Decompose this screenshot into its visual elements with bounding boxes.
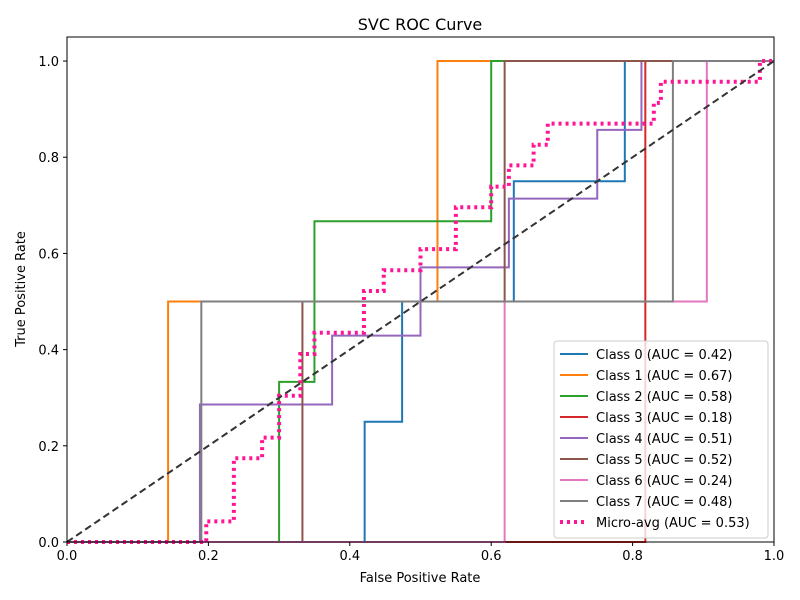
legend-label: Class 5 (AUC = 0.52)	[596, 453, 732, 468]
axes-frame	[66, 36, 775, 543]
legend-box	[553, 340, 769, 539]
chart-title: SVC ROC Curve	[358, 15, 483, 34]
x-tick-label: 0.8	[622, 549, 643, 564]
x-axis-ticks: 0.0 0.2 0.4 0.6 0.8 1.0	[57, 542, 785, 564]
legend-label: Class 3 (AUC = 0.18)	[596, 411, 732, 426]
series-line-4	[67, 60, 774, 543]
legend-label: Class 1 (AUC = 0.67)	[596, 369, 732, 384]
x-tick-label: 0.0	[57, 549, 78, 564]
legend-label: Class 4 (AUC = 0.51)	[596, 432, 732, 447]
y-axis-label: True Positive Rate	[14, 231, 29, 348]
y-tick-label: 0.4	[38, 344, 59, 359]
series-line-8	[67, 59, 774, 544]
x-tick-label: 0.6	[481, 549, 502, 564]
x-tick-label: 0.2	[198, 549, 219, 564]
y-axis-ticks: 0.0 0.2 0.4 0.6 0.8 1.0	[38, 55, 67, 551]
x-axis-label: False Positive Rate	[360, 571, 481, 586]
legend-label: Class 6 (AUC = 0.24)	[596, 474, 732, 489]
y-tick-label: 0.6	[38, 247, 59, 262]
x-tick-label: 0.4	[339, 549, 360, 564]
legend-label: Micro-avg (AUC = 0.53)	[596, 516, 750, 531]
legend: Class 0 (AUC = 0.42) Class 1 (AUC = 0.67)…	[553, 340, 769, 539]
legend-label: Class 7 (AUC = 0.48)	[596, 495, 732, 510]
legend-label: Class 2 (AUC = 0.58)	[596, 390, 732, 405]
y-tick-label: 0.2	[38, 440, 59, 455]
y-tick-label: 0.8	[38, 151, 59, 166]
y-tick-label: 1.0	[38, 55, 59, 70]
x-tick-label: 1.0	[764, 549, 785, 564]
legend-label: Class 0 (AUC = 0.42)	[596, 348, 732, 363]
y-tick-label: 0.0	[38, 536, 59, 551]
plot-area	[66, 36, 775, 544]
